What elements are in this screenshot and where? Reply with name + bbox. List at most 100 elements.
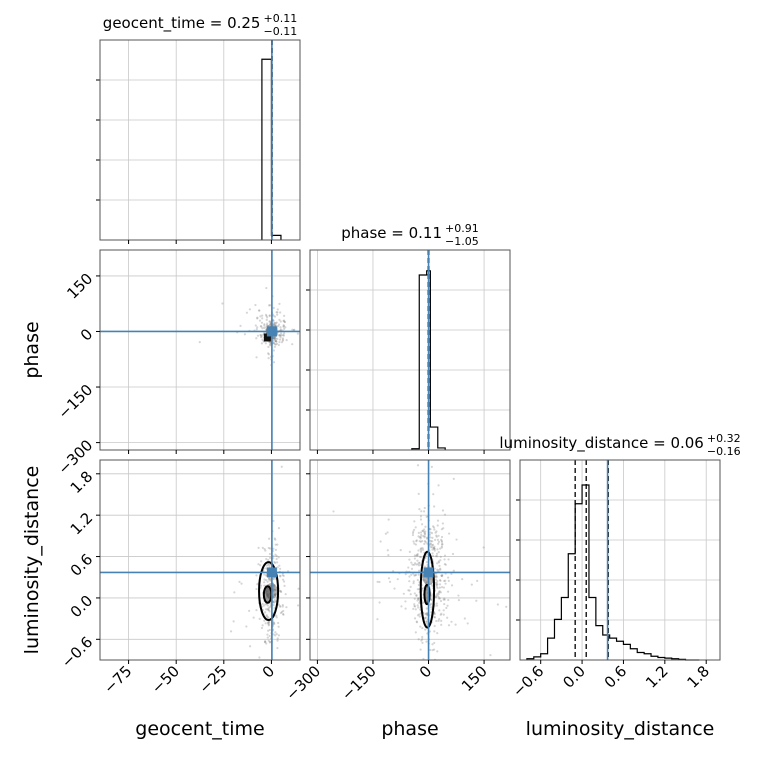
sample-point xyxy=(268,341,271,344)
sample-point xyxy=(420,533,423,537)
sample-point xyxy=(421,626,424,630)
sample-point xyxy=(268,641,271,644)
sample-point xyxy=(437,597,441,600)
sample-point xyxy=(411,531,415,535)
sample-point xyxy=(439,567,442,570)
sample-point xyxy=(433,567,436,570)
sample-point xyxy=(475,599,478,602)
x-tick-label: 0 xyxy=(259,662,278,681)
sample-point xyxy=(437,619,440,622)
sample-point xyxy=(272,600,275,603)
sample-point xyxy=(272,342,275,345)
sample-point xyxy=(424,613,427,616)
sample-point xyxy=(267,623,271,626)
sample-point xyxy=(404,600,407,603)
sample-point xyxy=(267,352,270,355)
sample-point xyxy=(431,554,435,558)
sample-point xyxy=(267,546,270,550)
sample-point xyxy=(425,620,428,623)
sample-point xyxy=(267,578,270,581)
sample-point xyxy=(257,546,260,549)
sample-point xyxy=(452,432,454,434)
sample-point xyxy=(272,319,275,322)
sample-point xyxy=(439,591,442,594)
sample-point xyxy=(415,553,419,557)
sample-point xyxy=(425,580,429,583)
sample-point xyxy=(272,322,276,325)
sample-point xyxy=(437,540,441,543)
sample-point xyxy=(279,589,282,592)
sample-point xyxy=(440,535,444,539)
sample-point xyxy=(422,657,425,660)
sample-point xyxy=(266,636,269,639)
sample-point xyxy=(264,640,267,643)
sample-point xyxy=(265,326,268,329)
sample-point xyxy=(279,334,282,338)
sample-point xyxy=(434,595,437,598)
sample-point xyxy=(413,542,416,545)
sample-point xyxy=(432,493,435,496)
sample-point xyxy=(261,338,264,341)
x-tick-label: −0.6 xyxy=(509,662,547,700)
sample-point xyxy=(264,342,267,345)
sample-point xyxy=(416,554,419,557)
sample-point xyxy=(417,583,420,587)
sample-point xyxy=(255,356,258,359)
sample-point xyxy=(429,648,432,652)
sample-point xyxy=(268,320,271,323)
sample-point xyxy=(254,324,257,327)
y-tick-label: 0 xyxy=(77,325,96,344)
sample-point xyxy=(269,719,271,721)
sample-point xyxy=(269,547,272,550)
sample-point xyxy=(263,578,266,581)
sample-point xyxy=(261,624,264,627)
sample-point xyxy=(283,320,287,324)
sample-point xyxy=(267,629,270,632)
y-tick-label: −0.6 xyxy=(58,633,96,671)
x-tick-label: −75 xyxy=(100,662,135,697)
sample-point xyxy=(421,529,425,533)
sample-point xyxy=(272,349,275,352)
sample-point xyxy=(284,593,287,596)
sample-point xyxy=(439,559,442,562)
title-minus-geocent_time: −0.11 xyxy=(263,25,297,38)
sample-point xyxy=(441,522,445,525)
sample-point xyxy=(443,563,446,566)
sample-point xyxy=(273,585,276,588)
sample-point xyxy=(258,617,261,620)
sample-point xyxy=(272,588,276,591)
sample-point xyxy=(433,545,436,548)
sample-point xyxy=(281,578,285,581)
sample-point xyxy=(436,538,440,541)
sample-point xyxy=(444,579,447,582)
sample-point xyxy=(413,592,416,595)
sample-point xyxy=(282,613,285,616)
sample-point xyxy=(274,339,277,343)
sample-point xyxy=(266,563,270,566)
sample-point xyxy=(418,601,421,605)
sample-point xyxy=(435,583,438,586)
sample-point xyxy=(280,334,283,337)
sample-point xyxy=(440,585,444,589)
sample-point xyxy=(268,563,271,566)
sample-point xyxy=(430,465,433,468)
sample-point xyxy=(419,531,423,534)
sample-point xyxy=(275,340,278,343)
title-luminosity_distance: luminosity_distance = 0.06 +0.32 xyxy=(499,434,740,453)
sample-point xyxy=(416,588,419,591)
sample-point xyxy=(424,556,427,560)
sample-point xyxy=(408,589,411,592)
sample-point xyxy=(431,548,434,551)
sample-point xyxy=(273,323,277,326)
sample-point xyxy=(423,542,426,545)
sample-point xyxy=(264,641,267,644)
sample-point xyxy=(261,317,264,320)
sample-point xyxy=(260,334,263,337)
sample-point xyxy=(433,528,436,531)
sample-point xyxy=(284,326,287,329)
sample-point xyxy=(424,617,427,620)
sample-point xyxy=(267,616,270,619)
sample-point xyxy=(447,558,450,561)
sample-point xyxy=(264,622,267,625)
